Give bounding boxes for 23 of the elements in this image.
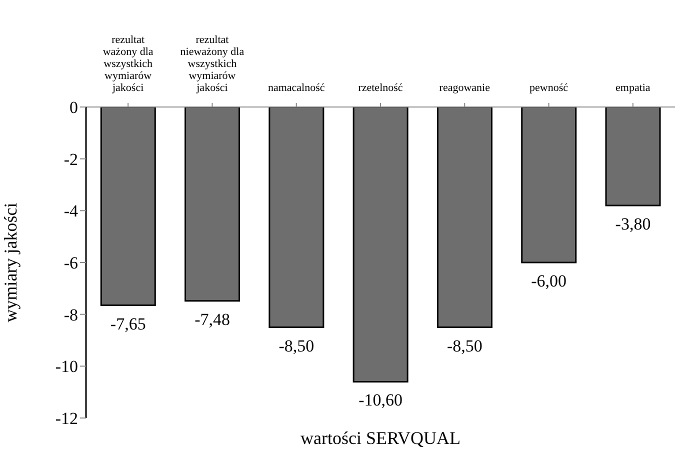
x-tick-label: reagowanie	[439, 82, 490, 94]
data-label: -7,65	[110, 314, 146, 334]
data-label: -3,80	[615, 214, 651, 234]
y-tick-label: -2	[64, 150, 78, 169]
y-tick-label: -8	[64, 305, 78, 324]
x-tick-label: rezultat nieważony dla wszystkich wymiarów jakości	[180, 34, 244, 94]
x-tick-label: pewność	[530, 82, 568, 94]
data-label: -8,50	[447, 336, 482, 356]
data-label: -10,60	[358, 390, 403, 410]
data-label: -7,48	[194, 310, 230, 329]
x-tick-label: rzetelność	[358, 82, 403, 94]
data-label: -8,50	[278, 336, 314, 356]
y-axis-title: wymiary jakości	[0, 202, 20, 322]
y-tick-label: -12	[55, 409, 78, 428]
x-tick-label: rezultat ważony dla wszystkich wymiarów jakości	[102, 34, 154, 94]
data-label: -6,00	[531, 272, 567, 290]
y-tick-label: -10	[55, 357, 78, 376]
y-tick-label: -6	[64, 254, 78, 273]
x-tick-label: namacalność	[268, 82, 325, 94]
y-tick-label: -4	[64, 202, 78, 221]
x-tick-label: empatia	[616, 82, 650, 94]
y-tick-label: 0	[70, 98, 78, 118]
x-axis-title: wartości SERVQUAL	[299, 428, 462, 449]
